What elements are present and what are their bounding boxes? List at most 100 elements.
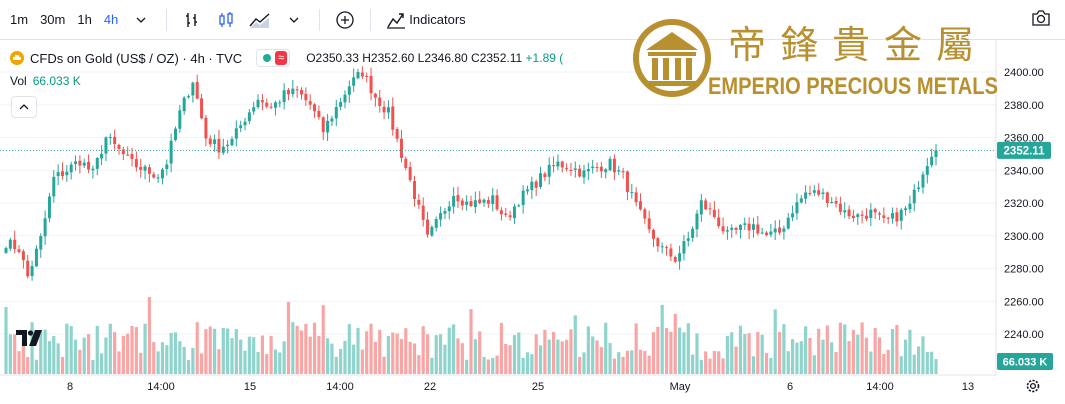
volume-bar [612, 358, 617, 374]
candle-body [200, 98, 204, 119]
add-compare-icon[interactable] [332, 7, 358, 33]
volume-bar [547, 339, 551, 374]
candle-body [43, 218, 47, 237]
volume-bar [886, 349, 890, 374]
volume-bar [677, 327, 682, 374]
volume-bar [578, 356, 582, 374]
interval-4h[interactable]: 4h [103, 11, 119, 27]
volume-bar [226, 328, 230, 374]
volume-bar [13, 334, 17, 374]
volume-label: Vol [10, 74, 27, 88]
candle-body [399, 138, 403, 158]
interval-30m[interactable]: 30m [40, 11, 66, 27]
candle-body [621, 171, 625, 173]
market-open-dot [263, 54, 272, 62]
x-tick-label: 22 [424, 381, 436, 393]
candle-body [543, 173, 547, 178]
volume-bar [199, 353, 204, 374]
candle-body [160, 169, 164, 179]
volume-bar [395, 333, 399, 374]
volume-bar [34, 359, 39, 374]
candle-body [365, 75, 369, 77]
volume-bar [60, 356, 65, 374]
candle-body [382, 106, 386, 113]
candlestick-chart-type-icon[interactable] [213, 7, 239, 33]
indicators-icon[interactable] [383, 7, 409, 33]
toolbar-divider [370, 8, 372, 31]
volume-bar [330, 343, 334, 374]
candle-body [452, 196, 456, 207]
y-tick-label: 2340.00 [1004, 165, 1044, 177]
y-axis: 2400.00 2380.00 2360.00 2340.00 2320.00 2300.… [1004, 67, 1044, 341]
volume-bar [877, 337, 882, 374]
x-tick-label: 14:00 [147, 381, 175, 393]
candle-body [65, 171, 69, 176]
candle-body [78, 160, 82, 166]
candle-body [221, 146, 225, 153]
volume-bar [173, 332, 178, 374]
volume-bar [408, 341, 412, 374]
candle-body [282, 90, 286, 103]
candle-body [134, 159, 138, 168]
candle-body [525, 189, 529, 192]
candle-body [678, 253, 682, 262]
x-tick-label: 14:00 [326, 381, 354, 393]
candle-body [443, 211, 447, 214]
volume-bar [899, 356, 903, 374]
candle-body [95, 157, 99, 169]
candle-body [291, 88, 295, 95]
candle-body [656, 238, 660, 247]
last-price-label: 2352.11 [997, 141, 1051, 159]
candle-body [817, 190, 821, 195]
volume-bars [4, 296, 938, 374]
high-value: H2352.60 [362, 51, 415, 65]
volume-bar [604, 322, 608, 374]
volume-bar [286, 302, 291, 374]
camera-icon[interactable] [1031, 9, 1051, 32]
volume-bar [773, 309, 777, 374]
candle-body [469, 201, 473, 207]
volume-bar [191, 347, 195, 374]
candle-body [808, 192, 812, 194]
interval-1m[interactable]: 1m [10, 11, 29, 27]
candle-body [352, 77, 356, 86]
volume-bar [404, 328, 408, 374]
symbol-title[interactable]: CFDs on Gold (US$ / OZ) · 4h · TVC [30, 50, 243, 66]
candle-body [665, 247, 669, 249]
chevron-down-icon[interactable] [128, 7, 154, 33]
volume-bar [930, 351, 934, 374]
candle-body [230, 138, 234, 146]
x-tick-label: 6 [787, 381, 793, 393]
volume-bar [608, 343, 612, 374]
volume-bar [360, 349, 364, 374]
volume-bar [921, 336, 925, 374]
indicators-button[interactable]: Indicators [409, 11, 466, 27]
volume-bar [147, 296, 152, 374]
volume-bar [838, 322, 842, 374]
volume-bar [530, 354, 534, 374]
market-status-badge[interactable]: ≈ [256, 49, 291, 67]
chevron-down-icon[interactable] [281, 7, 307, 33]
candle-body [447, 206, 451, 212]
tradingview-logo-icon[interactable] [14, 327, 44, 354]
volume-bar [517, 332, 521, 374]
candle-body [26, 260, 30, 277]
volume-bar [204, 329, 208, 374]
volume-bar [369, 323, 373, 374]
bar-chart-type-icon[interactable] [179, 7, 205, 33]
volume-bar [538, 345, 543, 374]
area-chart-type-icon[interactable] [247, 7, 273, 33]
volume-bar [65, 323, 69, 374]
volume-bar [925, 352, 929, 374]
gear-icon[interactable] [1025, 378, 1041, 399]
candle-body [260, 100, 264, 103]
volume-bar [104, 337, 108, 374]
candle-body [421, 205, 425, 220]
volume-bar [934, 359, 938, 374]
collapse-legend-button[interactable] [11, 96, 37, 118]
interval-1h[interactable]: 1h [77, 11, 92, 27]
volume-bar [252, 337, 256, 374]
candle-body [921, 174, 925, 188]
candle-body [239, 125, 243, 129]
